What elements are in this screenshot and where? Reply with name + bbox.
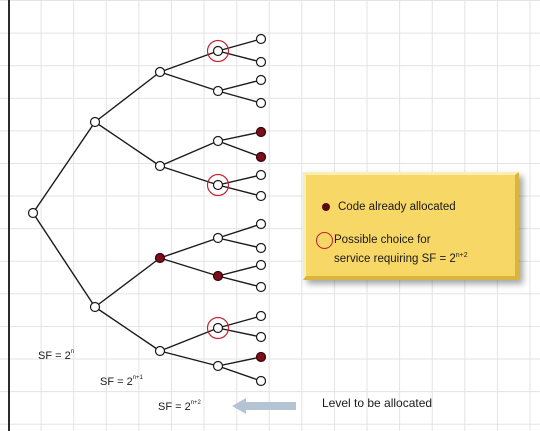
tree-edge bbox=[217, 223, 262, 239]
legend-choice-line2-text: service requiring SF = 2 bbox=[334, 252, 456, 265]
legend-row-allocated: Code already allocated bbox=[318, 200, 456, 215]
code-node bbox=[212, 135, 224, 147]
tree-edge bbox=[217, 38, 262, 52]
code-node bbox=[255, 33, 267, 45]
tree-edge bbox=[159, 257, 219, 277]
level-to-be-allocated-label: Level to be allocated bbox=[322, 396, 433, 410]
sf-label-level-n: SF = 2n bbox=[38, 349, 75, 362]
sf-label-exponent: n+2 bbox=[190, 400, 201, 407]
allocated-code-node bbox=[255, 351, 267, 363]
tree-edge bbox=[217, 237, 262, 249]
allocated-code-node bbox=[255, 126, 267, 138]
code-node bbox=[212, 179, 224, 191]
code-node bbox=[255, 331, 267, 343]
left-arrow-icon bbox=[232, 398, 296, 414]
code-node bbox=[212, 232, 224, 244]
tree-edge bbox=[217, 184, 262, 197]
tree-edge bbox=[217, 356, 262, 367]
sf-label-level-n1: SF = 2n+1 bbox=[100, 375, 143, 388]
code-node bbox=[255, 375, 267, 387]
allocated-code-node bbox=[212, 270, 224, 282]
code-node bbox=[255, 281, 267, 293]
tree-edge bbox=[217, 365, 262, 382]
tree-edge bbox=[159, 350, 219, 367]
code-node bbox=[212, 45, 224, 57]
sf-label-text: SF = 2 bbox=[158, 401, 191, 413]
legend-choice-line2: service requiring SF = 2n+2 bbox=[334, 248, 468, 267]
code-node bbox=[255, 218, 267, 230]
possible-choice-ring bbox=[206, 173, 230, 197]
sf-label-text: SF = 2 bbox=[38, 350, 71, 362]
code-node bbox=[212, 360, 224, 372]
code-node bbox=[255, 190, 267, 202]
tree-edge bbox=[217, 174, 262, 186]
possible-choice-ring-icon bbox=[316, 232, 333, 249]
tree-edge bbox=[217, 264, 262, 277]
tree-edge bbox=[32, 212, 96, 308]
code-node bbox=[154, 66, 166, 78]
left-border bbox=[8, 0, 10, 431]
tree-edge bbox=[94, 306, 161, 352]
legend-choice-text: Possible choice for service requiring SF… bbox=[334, 233, 468, 267]
tree-edge bbox=[159, 165, 219, 186]
sf-label-level-n2: SF = 2n+2 bbox=[158, 400, 201, 413]
tree-edge bbox=[217, 275, 262, 288]
code-node bbox=[27, 207, 39, 219]
sf-label-text: SF = 2 bbox=[100, 376, 133, 388]
allocated-code-icon bbox=[322, 203, 330, 211]
tree-edge bbox=[32, 121, 96, 214]
code-node bbox=[154, 345, 166, 357]
code-node bbox=[89, 301, 101, 313]
level-arrow bbox=[232, 398, 296, 414]
code-node bbox=[255, 310, 267, 322]
legend-choice-line1: Possible choice for bbox=[334, 234, 431, 246]
tree-edge bbox=[217, 79, 262, 92]
tree-edges bbox=[32, 38, 262, 382]
tree-edge bbox=[217, 315, 262, 329]
sf-label-exponent: n bbox=[70, 349, 75, 356]
code-node bbox=[255, 97, 267, 109]
legend-allocated-label: Code already allocated bbox=[338, 201, 456, 213]
tree-edge bbox=[159, 71, 219, 92]
tree-edge bbox=[159, 237, 219, 259]
code-node bbox=[255, 74, 267, 86]
code-node bbox=[154, 160, 166, 172]
possible-choice-ring bbox=[206, 39, 230, 63]
legend-choice-exponent: n+2 bbox=[455, 252, 468, 259]
code-node bbox=[89, 116, 101, 128]
possible-choice-ring bbox=[206, 316, 230, 340]
code-node bbox=[255, 259, 267, 271]
code-node bbox=[255, 169, 267, 181]
code-node bbox=[255, 242, 267, 254]
code-node bbox=[255, 56, 267, 68]
code-node bbox=[212, 322, 224, 334]
tree-edge bbox=[217, 50, 262, 63]
tree-edge bbox=[217, 140, 262, 158]
legend-row-choice: Possible choice for service requiring SF… bbox=[316, 232, 468, 267]
tree-edge bbox=[159, 327, 219, 352]
tree-edge bbox=[94, 257, 161, 308]
tree-edge bbox=[217, 327, 262, 338]
legend-box: Code already allocated Possible choice f… bbox=[303, 172, 519, 280]
allocated-code-node bbox=[255, 151, 267, 163]
code-node bbox=[212, 85, 224, 97]
tree-edge bbox=[217, 131, 262, 142]
tree-edge bbox=[94, 121, 161, 167]
sf-label-exponent: n+1 bbox=[132, 375, 143, 382]
tree-nodes bbox=[27, 33, 267, 387]
allocated-code-node bbox=[154, 252, 166, 264]
tree-edge bbox=[217, 90, 262, 104]
tree-edge bbox=[159, 140, 219, 167]
tree-edge bbox=[159, 50, 219, 73]
tree-edge bbox=[94, 71, 161, 123]
